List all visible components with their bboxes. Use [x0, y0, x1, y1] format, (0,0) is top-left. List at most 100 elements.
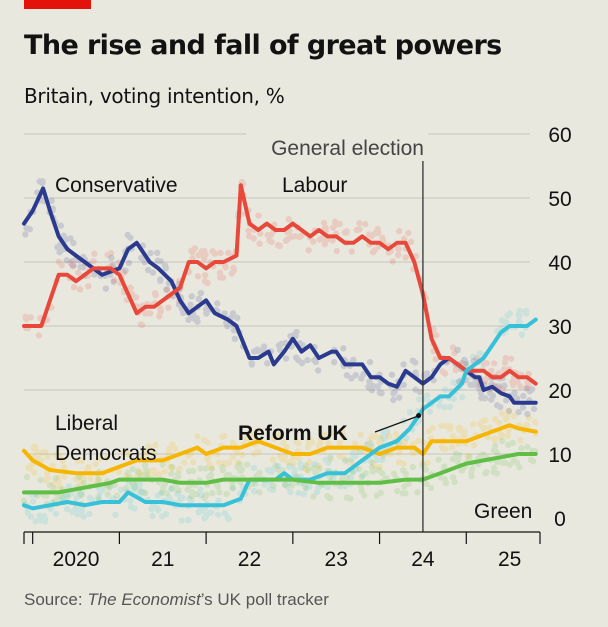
poll-point	[373, 492, 380, 499]
poll-point	[234, 449, 241, 456]
poll-point	[428, 484, 435, 492]
y-tick-label-20: 20	[548, 380, 571, 403]
poll-point	[321, 431, 329, 439]
poll-point	[303, 485, 310, 492]
poll-point	[302, 484, 309, 491]
poll-point	[455, 424, 462, 432]
poll-point	[94, 494, 102, 501]
poll-point	[92, 460, 99, 468]
poll-point	[158, 489, 165, 497]
poll-point	[324, 483, 332, 490]
poll-point	[130, 487, 137, 494]
poll-point	[527, 456, 535, 463]
poll-point	[338, 475, 346, 482]
poll-point	[343, 372, 351, 379]
poll-point	[499, 437, 506, 445]
poll-point	[300, 490, 308, 498]
poll-point	[347, 495, 354, 502]
poll-point	[423, 480, 430, 488]
poll-point	[321, 240, 329, 248]
poll-point	[201, 247, 208, 255]
poll-point	[236, 460, 243, 468]
poll-point	[230, 266, 238, 274]
poll-point	[49, 462, 56, 469]
poll-point	[516, 307, 524, 315]
poll-point	[96, 489, 104, 496]
poll-point	[309, 464, 317, 472]
poll-point	[42, 448, 49, 456]
poll-point	[303, 462, 310, 469]
poll-point	[50, 480, 57, 488]
series-labels: Conservative Labour Liberal Democrats Reform…	[55, 174, 532, 523]
poll-point	[208, 465, 215, 472]
poll-point	[347, 474, 354, 481]
poll-point	[137, 469, 144, 477]
poll-point	[77, 263, 84, 271]
poll-point	[99, 486, 106, 494]
poll-point	[498, 317, 505, 324]
poll-point	[362, 470, 370, 477]
poll-point	[185, 516, 192, 524]
poll-point	[221, 432, 228, 440]
poll-point	[482, 416, 489, 424]
poll-point	[305, 438, 313, 446]
poll-point	[510, 381, 517, 389]
poll-point	[191, 315, 198, 322]
poll-point	[467, 381, 474, 389]
poll-point	[347, 456, 355, 463]
poll-point	[214, 483, 222, 490]
poll-point	[115, 468, 123, 475]
poll-point	[104, 491, 111, 498]
poll-point	[415, 437, 422, 445]
poll-point	[63, 256, 70, 264]
poll-point	[490, 447, 498, 454]
poll-point	[138, 254, 145, 262]
poll-point	[510, 412, 518, 420]
poll-point	[356, 448, 363, 456]
poll-point	[52, 510, 60, 517]
poll-point	[501, 359, 509, 366]
poll-point	[304, 444, 312, 451]
poll-point	[293, 328, 300, 336]
poll-point	[168, 465, 176, 472]
poll-point	[75, 269, 82, 276]
poll-point	[504, 432, 512, 440]
poll-point	[496, 419, 503, 426]
poll-point	[327, 495, 334, 502]
poll-point	[476, 350, 483, 357]
poll-point	[175, 473, 182, 480]
poll-point	[187, 497, 195, 504]
poll-point	[180, 309, 187, 317]
poll-point	[396, 449, 403, 456]
poll-point	[79, 508, 86, 515]
poll-point	[374, 225, 382, 233]
poll-point	[39, 178, 46, 185]
poll-point	[312, 469, 319, 476]
axes: 0 10 20 30 40 50 60 2020 21 22 23 24 25	[23, 124, 572, 571]
poll-point	[424, 392, 431, 399]
poll-point	[132, 294, 140, 301]
poll-point	[78, 457, 86, 464]
poll-point	[144, 470, 151, 478]
poll-point	[468, 465, 476, 473]
poll-point	[412, 386, 419, 393]
poll-point	[441, 463, 448, 470]
poll-point	[489, 392, 497, 399]
poll-point	[120, 269, 127, 277]
poll-point	[477, 453, 485, 460]
poll-point	[250, 235, 257, 242]
poll-point	[376, 389, 384, 396]
poll-point	[166, 445, 173, 452]
poll-point	[124, 231, 131, 239]
poll-point	[274, 462, 282, 470]
poll-point	[38, 179, 46, 187]
poll-point	[35, 332, 43, 339]
poll-point	[264, 231, 272, 239]
poll-point	[26, 226, 34, 233]
poll-point	[74, 511, 81, 518]
poll-point	[342, 474, 349, 482]
poll-point	[378, 389, 385, 397]
poll-point	[461, 356, 468, 364]
poll-point	[304, 356, 311, 364]
poll-point	[436, 402, 443, 409]
